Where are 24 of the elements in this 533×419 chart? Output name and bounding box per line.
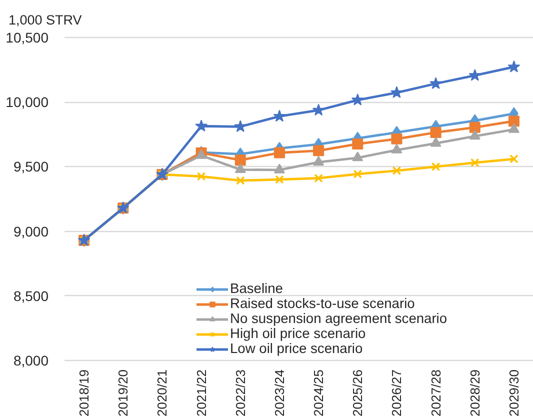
x-tick-label: 2024/25 — [311, 369, 326, 416]
x-tick-label: 2028/29 — [467, 369, 482, 416]
x-tick-label: 2022/23 — [232, 369, 248, 416]
x-tick-label: 2027/28 — [428, 369, 444, 416]
x-tick-label: 2026/27 — [389, 369, 404, 416]
x-tick-label: 2019/20 — [116, 369, 131, 416]
legend-label: Raised stocks-to-use scenario — [230, 296, 415, 311]
x-tick-label: 2021/22 — [194, 369, 209, 416]
x-tick-label: 2018/19 — [76, 369, 92, 416]
legend-label: No suspension agreement scenario — [230, 311, 448, 326]
y-tick-label: 8,000 — [13, 352, 49, 368]
legend-label: High oil price scenario — [230, 326, 366, 341]
y-tick-label: 10,000 — [6, 94, 49, 110]
legend-label: Low oil price scenario — [230, 341, 363, 356]
x-tick-label: 2029/30 — [506, 369, 522, 416]
x-tick-label: 2023/24 — [272, 369, 287, 416]
legend-label: Baseline — [230, 281, 283, 296]
x-tick-label: 2020/21 — [154, 369, 170, 416]
y-tick-label: 10,500 — [6, 30, 49, 46]
x-tick-label: 2025/26 — [350, 369, 366, 416]
y-tick-label: 9,500 — [13, 158, 49, 175]
y-tick-label: 9,000 — [13, 223, 49, 240]
y-tick-label: 8,500 — [13, 288, 49, 304]
y-axis-title: 1,000 STRV — [8, 12, 82, 28]
